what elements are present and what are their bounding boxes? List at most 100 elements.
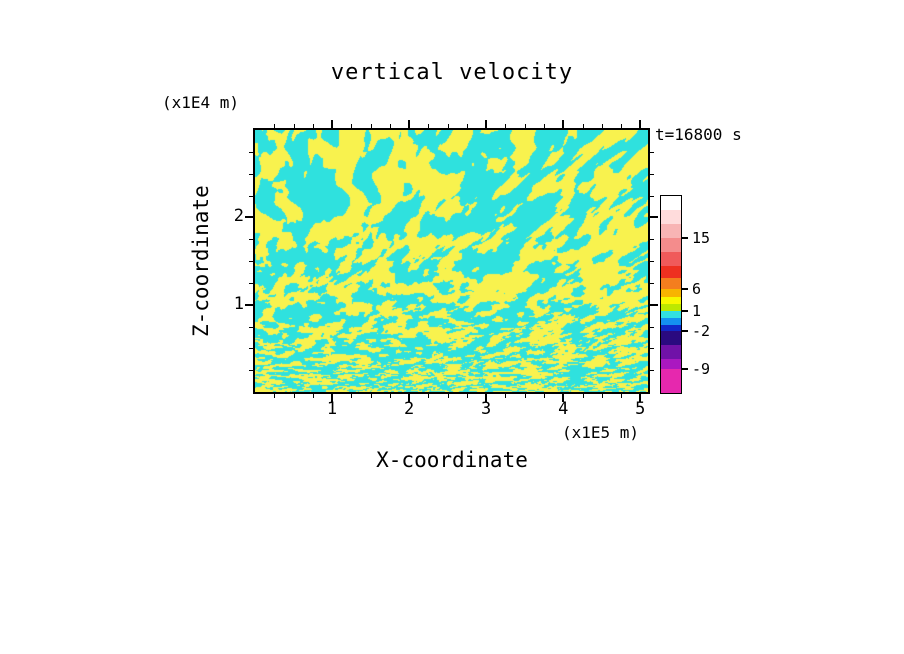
colorbar-tick	[682, 237, 688, 239]
colorbar-tick	[682, 330, 688, 332]
x-minor-tick	[428, 124, 430, 128]
colorbar-segment	[661, 289, 681, 297]
x-minor-tick	[428, 394, 430, 398]
y-axis-unit-label: (x1E4 m)	[162, 93, 240, 112]
colorbar-segment	[661, 252, 681, 266]
x-minor-tick	[274, 394, 276, 398]
x-minor-tick	[582, 124, 584, 128]
x-tick-label: 4	[558, 399, 569, 419]
x-major-tick	[331, 394, 334, 402]
y-minor-tick	[249, 195, 253, 197]
x-minor-tick	[601, 124, 603, 128]
colorbar-tick	[682, 310, 688, 312]
colorbar-segment	[661, 238, 681, 252]
y-tick-label: 2	[233, 206, 244, 227]
x-minor-tick	[351, 394, 353, 398]
x-major-tick	[562, 394, 565, 402]
x-major-tick	[485, 394, 488, 402]
colorbar-segment	[661, 369, 681, 393]
y-major-tick	[245, 303, 253, 306]
y-major-tick	[245, 216, 253, 219]
colorbar-segment	[661, 325, 681, 331]
colorbar-label: 15	[692, 229, 711, 247]
colorbar-segment	[661, 304, 681, 311]
colorbar-segment	[661, 210, 681, 224]
x-minor-tick	[524, 394, 526, 398]
y-minor-tick	[650, 348, 654, 350]
x-minor-tick	[447, 394, 449, 398]
x-major-tick	[639, 394, 642, 402]
x-minor-tick	[524, 124, 526, 128]
plot-frame	[253, 128, 650, 394]
x-minor-tick	[466, 394, 468, 398]
colorbar-segment	[661, 345, 681, 359]
colorbar-segment	[661, 331, 681, 345]
x-tick-label: 5	[635, 399, 646, 419]
y-minor-tick	[650, 151, 654, 153]
y-minor-tick	[249, 370, 253, 372]
x-minor-tick	[543, 394, 545, 398]
y-axis-label: Z-coordinate	[189, 185, 213, 337]
x-tick-label: 3	[481, 399, 492, 419]
colorbar-label: -9	[692, 360, 711, 378]
colorbar	[660, 195, 682, 394]
x-major-tick	[331, 120, 334, 128]
colorbar-segment	[661, 224, 681, 238]
colorbar-segment	[661, 359, 681, 369]
y-minor-tick	[249, 282, 253, 284]
x-minor-tick	[582, 394, 584, 398]
x-minor-tick	[466, 124, 468, 128]
x-minor-tick	[389, 124, 391, 128]
colorbar-segment	[661, 311, 681, 318]
x-tick-label: 1	[326, 399, 338, 419]
x-axis-label: X-coordinate	[376, 448, 528, 472]
y-minor-tick	[249, 348, 253, 350]
x-major-tick	[562, 120, 565, 128]
x-tick-label: 2	[403, 399, 415, 419]
x-minor-tick	[274, 124, 276, 128]
y-minor-tick	[249, 151, 253, 153]
y-minor-tick	[249, 173, 253, 175]
y-minor-tick	[650, 370, 654, 372]
y-minor-tick	[650, 326, 654, 328]
x-major-tick	[485, 120, 488, 128]
x-axis-unit-label: (x1E5 m)	[562, 423, 640, 442]
colorbar-segment	[661, 196, 681, 210]
x-minor-tick	[293, 394, 295, 398]
y-minor-tick	[650, 173, 654, 175]
y-major-tick	[650, 216, 658, 219]
colorbar-label: 1	[692, 302, 702, 320]
plot-title: vertical velocity	[330, 60, 574, 85]
x-major-tick	[408, 120, 411, 128]
y-minor-tick	[650, 239, 654, 241]
colorbar-tick	[682, 368, 688, 370]
time-annotation: t=16800 s	[655, 125, 742, 144]
y-minor-tick	[650, 195, 654, 197]
colorbar-segment	[661, 318, 681, 325]
x-minor-tick	[370, 394, 372, 398]
colorbar-segment	[661, 278, 681, 289]
y-minor-tick	[249, 239, 253, 241]
colorbar-label: 6	[692, 280, 702, 298]
x-minor-tick	[505, 394, 507, 398]
x-minor-tick	[293, 124, 295, 128]
y-minor-tick	[650, 282, 654, 284]
y-minor-tick	[249, 326, 253, 328]
colorbar-segment	[661, 297, 681, 304]
velocity-field-heatmap	[255, 130, 648, 392]
x-minor-tick	[351, 124, 353, 128]
y-minor-tick	[249, 261, 253, 262]
y-minor-tick	[650, 261, 654, 262]
colorbar-segment	[661, 266, 681, 278]
y-tick-label: 1	[233, 293, 244, 314]
x-minor-tick	[312, 394, 314, 398]
x-major-tick	[639, 120, 642, 128]
x-minor-tick	[447, 124, 449, 128]
colorbar-tick	[682, 288, 688, 290]
x-minor-tick	[389, 394, 391, 398]
x-minor-tick	[621, 394, 623, 398]
x-minor-tick	[543, 124, 545, 128]
x-minor-tick	[621, 124, 623, 128]
y-major-tick	[650, 303, 658, 306]
